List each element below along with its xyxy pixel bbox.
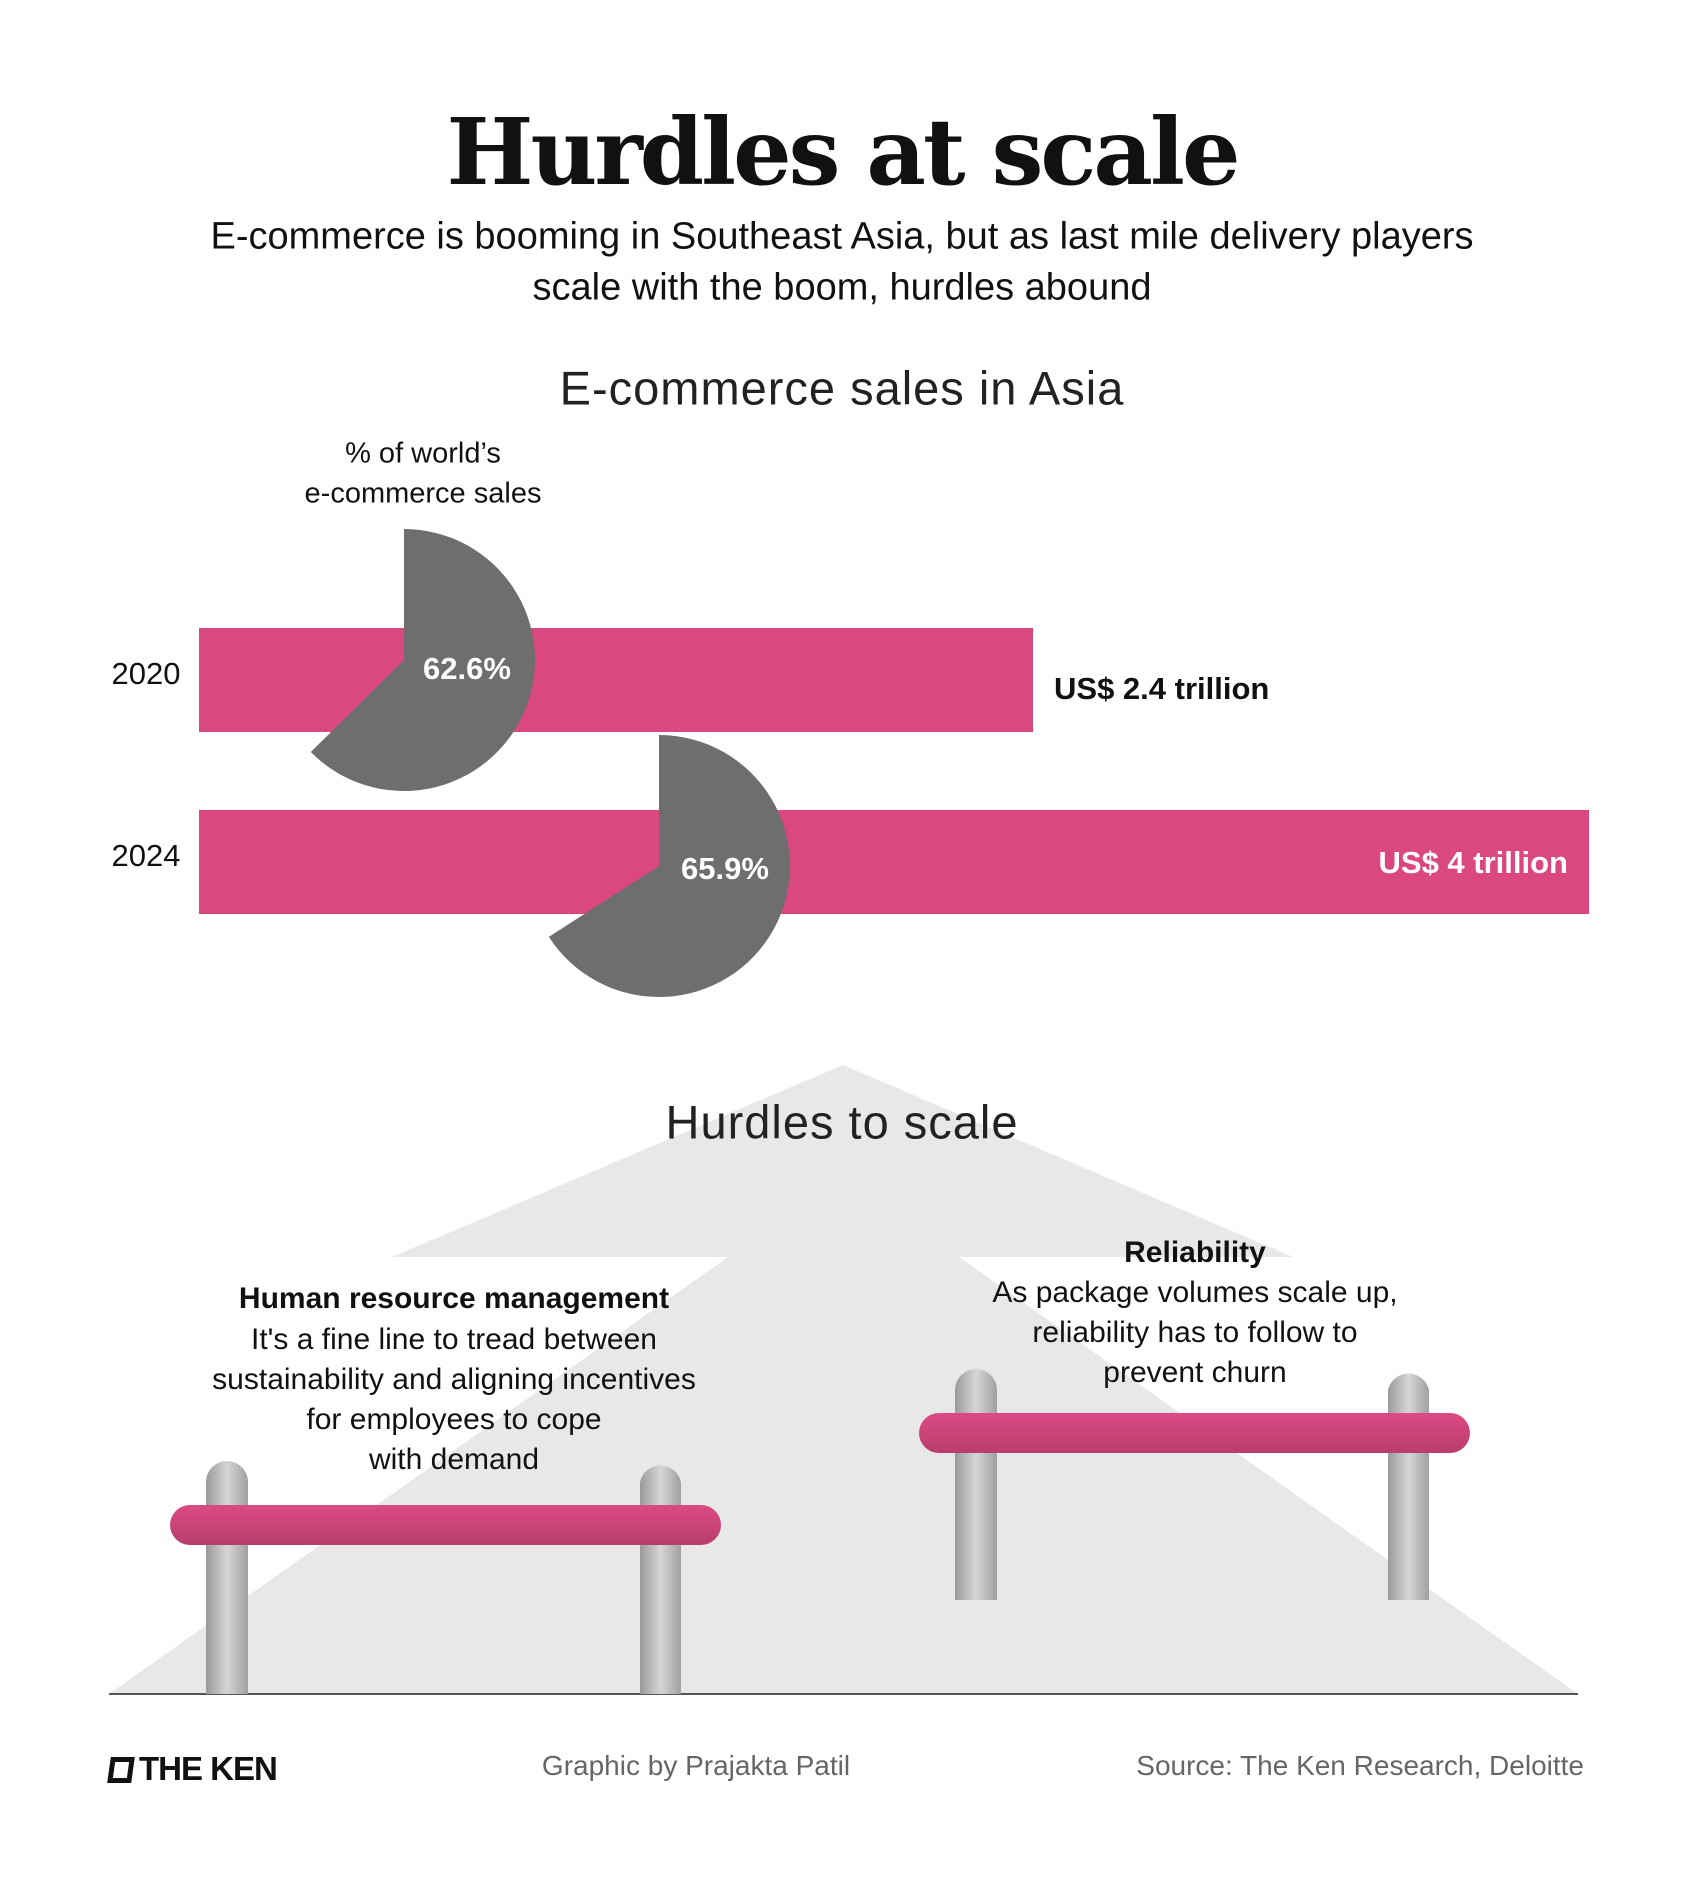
logo-icon <box>107 1757 135 1783</box>
bar-value-2020: US$ 2.4 trillion <box>1054 671 1270 706</box>
subtitle-line-2: scale with the boom, hurdles abound <box>532 266 1152 309</box>
bar-2020 <box>199 628 1033 732</box>
hurdle-post <box>206 1461 248 1694</box>
graphic-credit: Graphic by Prajakta Patil <box>541 1750 851 1781</box>
bar-value-2024: US$ 4 trillion <box>1378 845 1568 880</box>
hurdle-post <box>1388 1373 1429 1600</box>
hurdle-text: As package volumes scale up, <box>992 1276 1398 1309</box>
year-label-2024: 2024 <box>111 838 181 873</box>
hurdle-left <box>170 1461 721 1694</box>
hurdle-bar <box>919 1413 1470 1453</box>
chart-title: E-commerce sales in Asia <box>559 361 1125 415</box>
hurdle-right <box>919 1369 1470 1600</box>
hurdle-heading-reliability: Reliability <box>1124 1236 1266 1269</box>
source-note: Source: The Ken Research, Deloitte <box>1136 1750 1584 1781</box>
sales-chart <box>199 529 1589 998</box>
pie-slice-2024 <box>548 735 790 998</box>
page-title: Hurdles at scale <box>446 98 1241 206</box>
year-label-2020: 2020 <box>111 656 181 691</box>
the-ken-logo: THE KEN <box>107 1750 278 1788</box>
pie-value-2024: 65.9% <box>681 851 769 886</box>
pie-slice-2020 <box>310 529 535 792</box>
hurdles-title: Hurdles to scale <box>665 1095 1019 1149</box>
hurdle-heading-hr: Human resource management <box>238 1282 670 1315</box>
pie-value-2020: 62.6% <box>423 651 511 686</box>
hurdle-post <box>955 1369 997 1600</box>
hurdle-text: sustainability and aligning incentives <box>212 1363 696 1396</box>
hurdle-text: prevent churn <box>1103 1356 1287 1389</box>
hurdle-post <box>640 1465 681 1694</box>
pie-label-line-2: e-commerce sales <box>304 477 542 510</box>
hurdle-text: with demand <box>368 1443 540 1476</box>
pie-label-line-1: % of world’s <box>345 437 501 470</box>
hurdle-text: for employees to cope <box>306 1403 602 1436</box>
hurdle-text: reliability has to follow to <box>1032 1316 1358 1349</box>
hurdle-text: It's a fine line to tread between <box>251 1323 657 1356</box>
bar-2024 <box>199 810 1589 914</box>
subtitle-line-1: E-commerce is booming in Southeast Asia,… <box>210 215 1474 258</box>
hurdle-bar <box>170 1505 721 1545</box>
